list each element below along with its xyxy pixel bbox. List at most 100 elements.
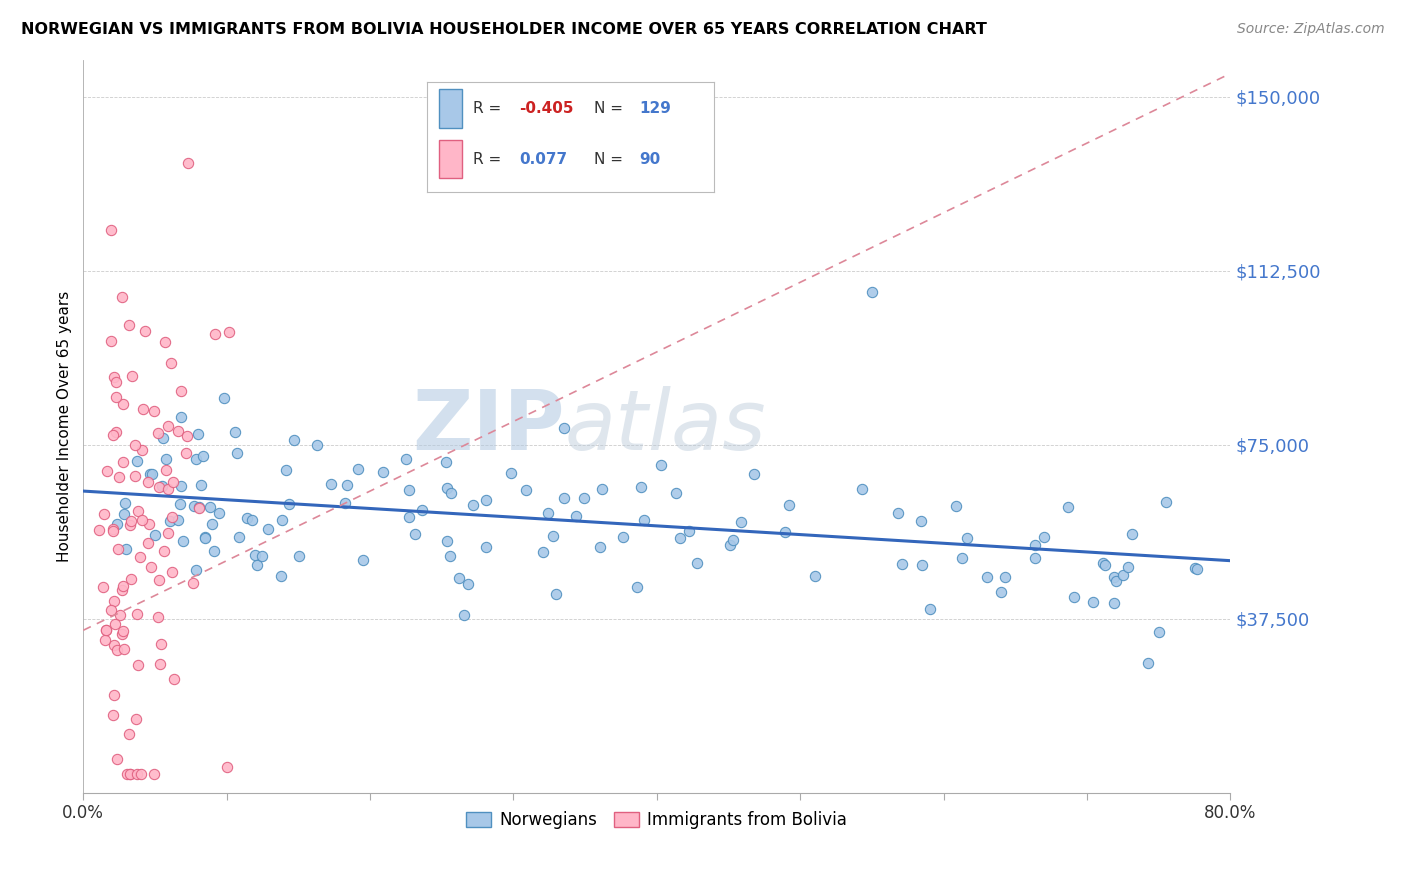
- Point: [115, 767, 138, 781]
- Point: [157, 526, 180, 541]
- Point: [307, 438, 329, 452]
- Point: [127, 607, 149, 621]
- Point: [236, 510, 259, 524]
- Point: [111, 627, 134, 641]
- Point: [174, 446, 197, 460]
- Point: [153, 543, 176, 558]
- Point: [1081, 595, 1104, 609]
- Point: [592, 482, 614, 496]
- Point: [990, 585, 1012, 599]
- Point: [146, 609, 169, 624]
- Point: [169, 497, 191, 511]
- Point: [721, 533, 744, 548]
- Point: [218, 325, 240, 339]
- Point: [108, 469, 131, 483]
- Point: [186, 562, 208, 576]
- Point: [461, 498, 484, 512]
- Point: [159, 514, 181, 528]
- Point: [956, 531, 979, 545]
- Point: [245, 548, 267, 562]
- Point: [278, 497, 301, 511]
- Point: [804, 569, 827, 583]
- Point: [626, 580, 648, 594]
- Point: [335, 496, 357, 510]
- Point: [118, 726, 141, 740]
- Point: [193, 450, 215, 464]
- Point: [114, 496, 136, 510]
- Point: [105, 425, 128, 439]
- Point: [170, 409, 193, 424]
- Point: [111, 579, 134, 593]
- Point: [1184, 561, 1206, 575]
- Point: [118, 518, 141, 533]
- Point: [111, 583, 134, 598]
- Point: [170, 384, 193, 399]
- Point: [143, 767, 166, 781]
- Point: [201, 517, 224, 532]
- Point: [994, 570, 1017, 584]
- Point: [891, 557, 914, 571]
- Point: [141, 560, 163, 574]
- Point: [131, 443, 153, 458]
- Text: NORWEGIAN VS IMMIGRANTS FROM BOLIVIA HOUSEHOLDER INCOME OVER 65 YEARS CORRELATIO: NORWEGIAN VS IMMIGRANTS FROM BOLIVIA HOU…: [21, 22, 987, 37]
- Point: [911, 558, 934, 573]
- Point: [398, 483, 420, 497]
- Point: [217, 760, 239, 774]
- Point: [633, 512, 655, 526]
- Point: [125, 767, 148, 781]
- Point: [108, 607, 131, 622]
- Point: [111, 624, 134, 639]
- Point: [94, 623, 117, 637]
- Point: [860, 285, 883, 299]
- Point: [950, 551, 973, 566]
- Point: [148, 573, 170, 587]
- Point: [718, 538, 741, 552]
- Point: [105, 516, 128, 531]
- Point: [105, 643, 128, 657]
- Point: [910, 514, 932, 528]
- Point: [1147, 624, 1170, 639]
- Point: [665, 486, 688, 500]
- Point: [1063, 590, 1085, 604]
- Point: [398, 510, 420, 524]
- Point: [181, 575, 204, 590]
- Point: [87, 523, 110, 537]
- Point: [112, 455, 135, 469]
- Point: [112, 642, 135, 657]
- Point: [157, 419, 180, 434]
- Point: [224, 425, 246, 440]
- Point: [149, 657, 172, 671]
- Point: [270, 512, 292, 526]
- Point: [546, 587, 568, 601]
- Text: atlas: atlas: [565, 385, 766, 467]
- Legend: Norwegians, Immigrants from Bolivia: Norwegians, Immigrants from Bolivia: [460, 805, 853, 836]
- Point: [129, 549, 152, 564]
- Point: [96, 464, 118, 478]
- Point: [565, 508, 588, 523]
- Point: [124, 469, 146, 483]
- Point: [1092, 556, 1115, 570]
- Point: [160, 356, 183, 370]
- Point: [142, 404, 165, 418]
- Point: [775, 525, 797, 540]
- Point: [183, 499, 205, 513]
- Point: [190, 478, 212, 492]
- Point: [176, 429, 198, 443]
- Point: [240, 513, 263, 527]
- Point: [103, 524, 125, 538]
- Point: [141, 467, 163, 481]
- Point: [103, 638, 125, 652]
- Point: [100, 334, 122, 348]
- Point: [228, 530, 250, 544]
- Point: [945, 499, 967, 513]
- Point: [160, 565, 183, 579]
- Point: [395, 452, 418, 467]
- Point: [136, 535, 159, 549]
- Point: [124, 438, 146, 452]
- Point: [194, 531, 217, 545]
- Point: [202, 544, 225, 558]
- Point: [148, 480, 170, 494]
- Point: [138, 475, 160, 490]
- Point: [104, 617, 127, 632]
- Text: ZIP: ZIP: [412, 385, 565, 467]
